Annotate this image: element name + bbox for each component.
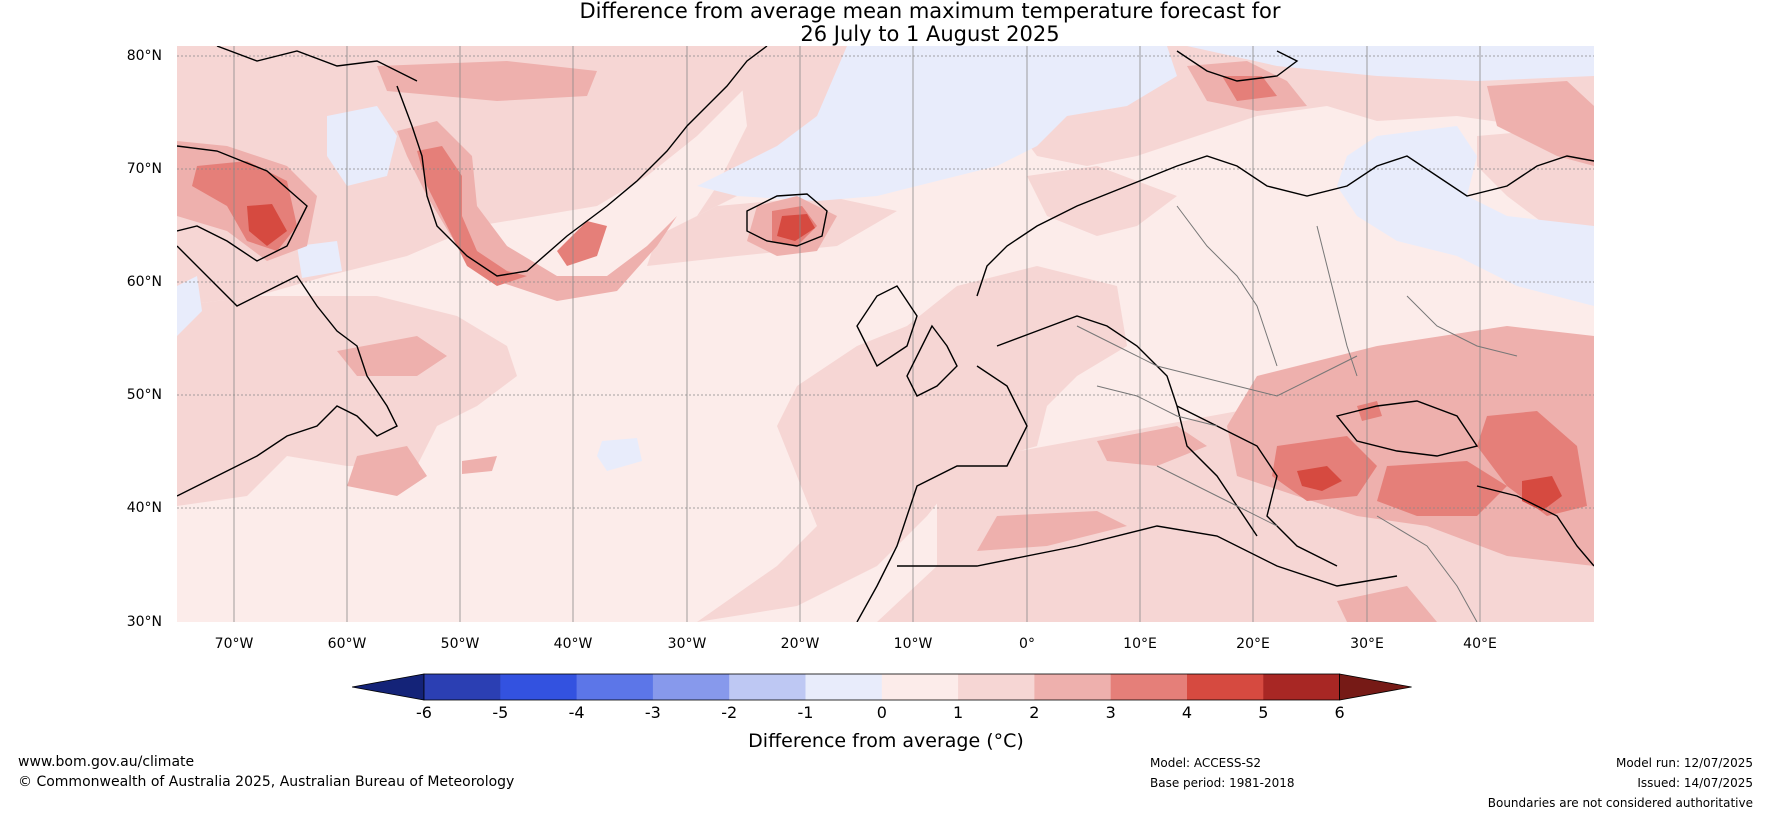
colorbar-extend-low xyxy=(352,673,425,701)
lon-label-20w: 20°W xyxy=(780,636,820,652)
lat-label-50n: 50°N xyxy=(126,387,162,403)
website-link[interactable]: www.bom.gov.au/climate xyxy=(18,754,195,770)
colorbar-segment xyxy=(576,674,654,700)
colorbar-tick-label: -6 xyxy=(416,703,432,722)
lat-label-40n: 40°N xyxy=(126,500,162,516)
lat-label-30n: 30°N xyxy=(126,614,162,630)
issued-text: Issued: 14/07/2025 xyxy=(1637,776,1753,790)
colorbar xyxy=(352,673,1412,701)
title-line-1: Difference from average mean maximum tem… xyxy=(579,0,1281,23)
colorbar-tick-label: 0 xyxy=(876,703,887,722)
lon-label-70w: 70°W xyxy=(214,636,254,652)
lon-label-50w: 50°W xyxy=(440,636,480,652)
colorbar-tick-label: 6 xyxy=(1334,703,1345,722)
lon-label-30e: 30°E xyxy=(1350,636,1384,652)
lon-label-40e: 40°E xyxy=(1463,636,1497,652)
lon-label-40w: 40°W xyxy=(553,636,593,652)
anomaly-4-5-regions xyxy=(247,204,1562,511)
colorbar-tick-label: -3 xyxy=(644,703,661,722)
disclaimer-text: Boundaries are not considered authoritat… xyxy=(1487,796,1753,810)
anomaly-3-4-regions xyxy=(192,76,1587,516)
lon-label-60w: 60°W xyxy=(327,636,367,652)
colorbar-segment xyxy=(1034,674,1112,700)
colorbar-segment xyxy=(1110,674,1188,700)
colorbar-tick-label: -2 xyxy=(721,703,738,722)
anomaly-neg-1-0-regions xyxy=(177,46,1594,471)
lon-label-30w: 30°W xyxy=(667,636,707,652)
lat-label-70n: 70°N xyxy=(126,161,162,177)
lon-label-10e: 10°E xyxy=(1123,636,1157,652)
colorbar-segment xyxy=(424,674,501,700)
colorbar-tick-label: 4 xyxy=(1181,703,1193,722)
colorbar-segment xyxy=(1263,674,1341,700)
colorbar-tick-label: 5 xyxy=(1258,703,1269,722)
colorbar-tick-label: -5 xyxy=(492,703,509,722)
graticule xyxy=(177,46,1594,622)
colorbar-extend-high xyxy=(1339,673,1412,701)
colorbar-frame xyxy=(423,673,1340,701)
lon-label-0: 0° xyxy=(1019,636,1035,652)
colorbar-segment xyxy=(729,674,806,700)
colorbar-tick-label: 1 xyxy=(953,703,964,722)
base-period-text: Base period: 1981-2018 xyxy=(1150,776,1295,790)
colorbar-tick-label: -1 xyxy=(797,703,814,722)
lat-label-60n: 60°N xyxy=(126,274,162,290)
colorbar-segment xyxy=(805,674,883,700)
map-title: Difference from average mean maximum tem… xyxy=(0,0,1770,46)
colorbar-tick-label: 2 xyxy=(1029,703,1040,722)
colorbar-title: Difference from average (°C) xyxy=(748,730,1024,752)
copyright-text: © Commonwealth of Australia 2025, Austra… xyxy=(18,774,515,790)
model-text: Model: ACCESS-S2 xyxy=(1150,756,1262,770)
country-borders xyxy=(1076,205,1518,622)
colorbar-segment xyxy=(881,674,959,700)
colorbar-segment xyxy=(1187,674,1264,700)
title-line-2: 26 July to 1 August 2025 xyxy=(800,22,1060,46)
lon-label-10w: 10°W xyxy=(893,636,933,652)
lon-label-20e: 20°E xyxy=(1236,636,1270,652)
lat-label-80n: 80°N xyxy=(126,48,162,64)
colorbar-segment xyxy=(500,674,578,700)
colorbar-tick-label: -4 xyxy=(568,703,585,722)
colorbar-segment xyxy=(958,674,1035,700)
colorbar-segment xyxy=(652,674,730,700)
model-run-text: Model run: 12/07/2025 xyxy=(1615,756,1753,770)
colorbar-tick-label: 3 xyxy=(1105,703,1116,722)
temperature-anomaly-map xyxy=(177,46,1594,622)
